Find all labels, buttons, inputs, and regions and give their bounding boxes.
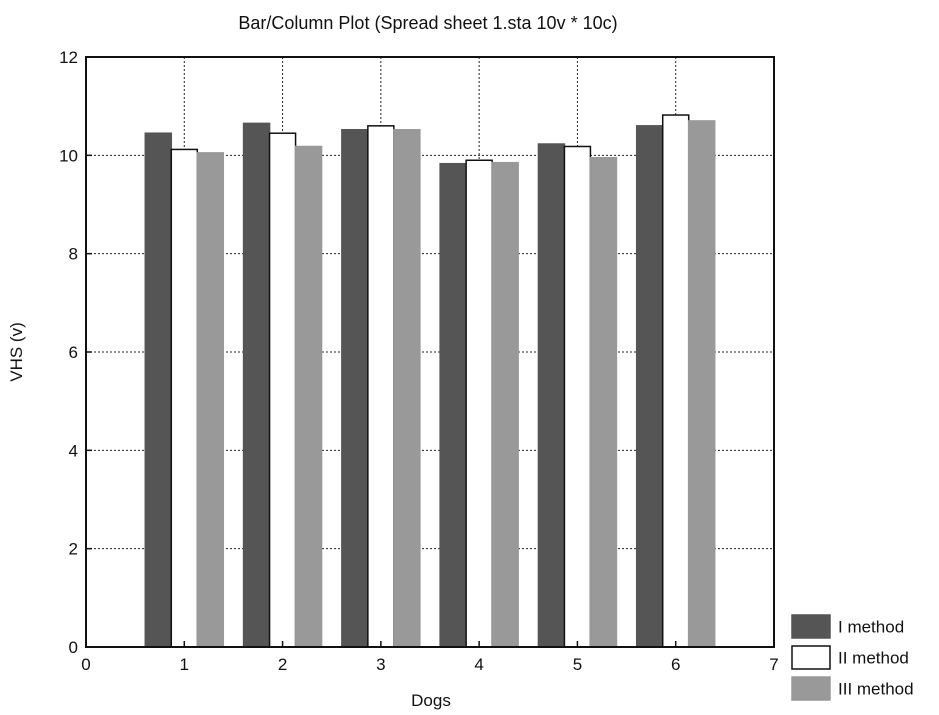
bar bbox=[491, 161, 519, 648]
chart-title: Bar/Column Plot (Spread sheet 1.sta 10v … bbox=[238, 13, 617, 33]
x-tick-label: 6 bbox=[671, 655, 680, 674]
y-tick-label: 6 bbox=[69, 343, 78, 362]
legend-swatch bbox=[791, 614, 831, 639]
x-tick-label: 5 bbox=[573, 655, 582, 674]
bar bbox=[687, 120, 716, 648]
legend-label: II method bbox=[838, 649, 909, 668]
y-axis-label: VHS (v) bbox=[7, 322, 26, 382]
x-tick-label: 4 bbox=[474, 655, 483, 674]
bar bbox=[393, 129, 421, 648]
x-axis-label: Dogs bbox=[411, 691, 451, 710]
axis-ticks bbox=[85, 56, 775, 648]
bar bbox=[242, 122, 271, 648]
bar bbox=[537, 143, 566, 648]
y-tick-label: 0 bbox=[69, 638, 78, 657]
legend-swatch bbox=[791, 676, 831, 701]
bar bbox=[294, 145, 323, 648]
bar bbox=[341, 129, 369, 648]
bar bbox=[589, 157, 618, 648]
bars bbox=[144, 114, 716, 648]
x-tick-label: 0 bbox=[81, 655, 90, 674]
bar bbox=[563, 145, 592, 648]
y-tick-label: 12 bbox=[59, 48, 78, 67]
bar bbox=[268, 132, 297, 648]
y-tick-label: 2 bbox=[69, 540, 78, 559]
legend-label: III method bbox=[838, 680, 914, 699]
bar bbox=[144, 132, 173, 648]
bar bbox=[661, 114, 690, 648]
bar bbox=[196, 152, 225, 648]
bar bbox=[635, 125, 664, 648]
bar bbox=[465, 159, 493, 648]
legend: I method II method III method bbox=[791, 614, 914, 701]
x-tick-label: 3 bbox=[376, 655, 385, 674]
x-tick-label: 2 bbox=[278, 655, 287, 674]
bar bbox=[439, 162, 467, 648]
bar bbox=[170, 148, 199, 648]
legend-label: I method bbox=[838, 618, 904, 637]
y-tick-label: 4 bbox=[69, 441, 78, 460]
x-tick-label: 7 bbox=[769, 655, 778, 674]
x-tick-label: 1 bbox=[180, 655, 189, 674]
y-tick-label: 8 bbox=[69, 245, 78, 264]
bar bbox=[367, 125, 395, 648]
y-tick-label: 10 bbox=[59, 146, 78, 165]
legend-swatch bbox=[791, 645, 831, 670]
